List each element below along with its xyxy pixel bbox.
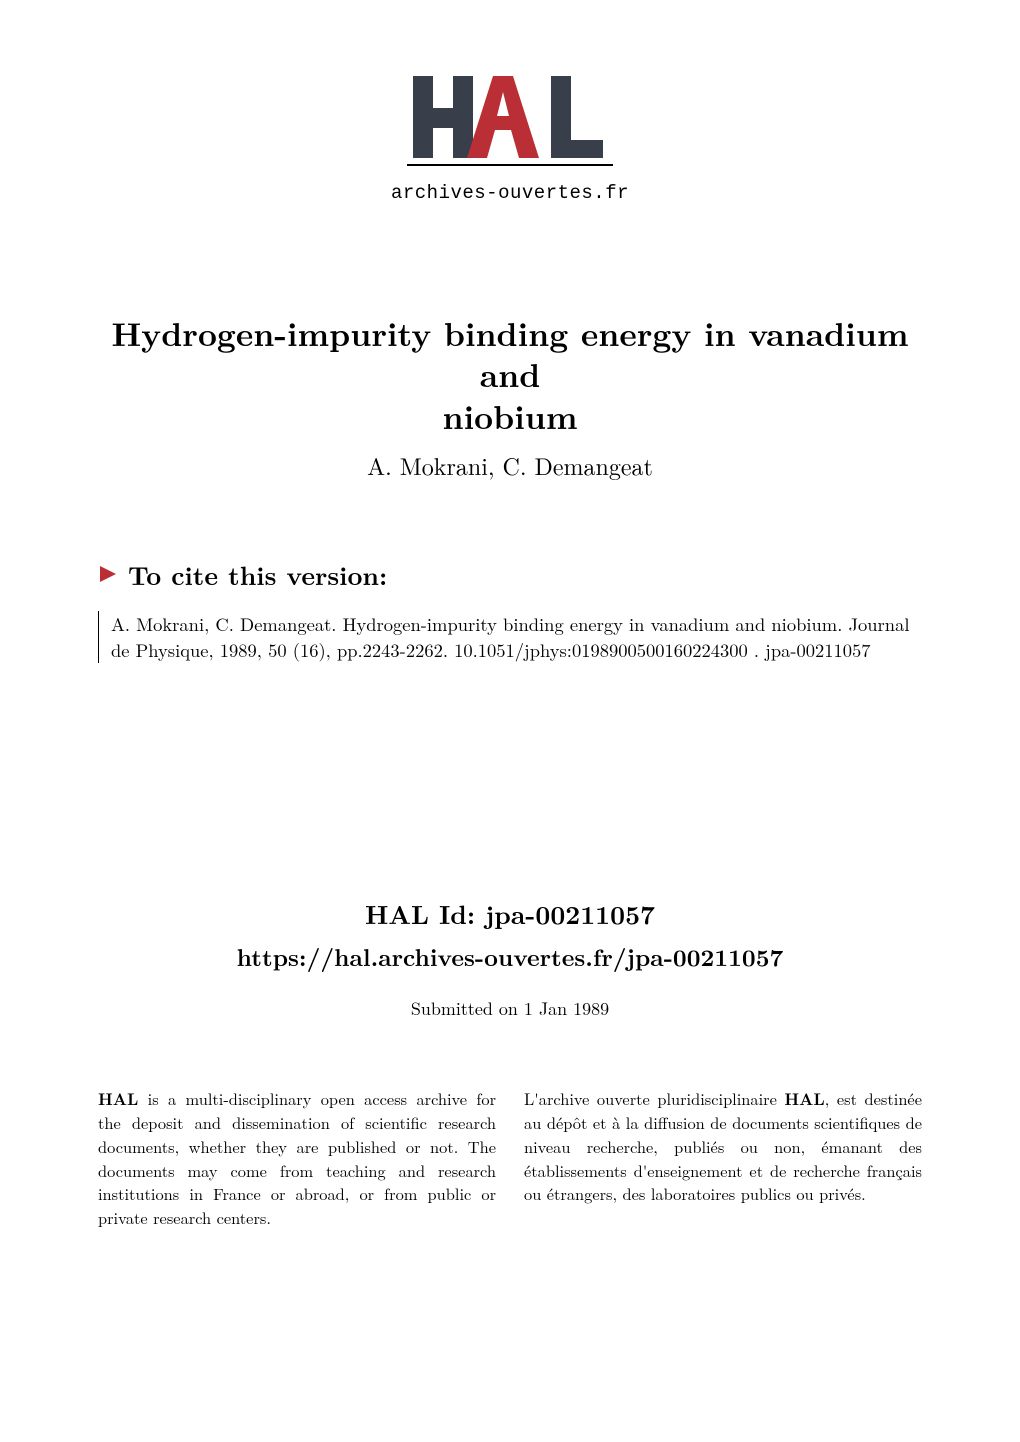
description-fr-bold: HAL [784,1086,824,1110]
hal-logo-subtext: archives-ouvertes.fr [98,182,922,204]
page-root: archives-ouvertes.fr Hydrogen-impurity b… [0,0,1020,1442]
hal-logo-l-icon [551,76,603,158]
hal-logo-svg [405,70,615,180]
citation-doi-link[interactable]: 10.1051/jphys:0198900500160224300 [454,637,748,663]
paper-title: Hydrogen-impurity binding energy in vana… [98,312,922,436]
citation-block: A. Mokrani, C. Demangeat. Hydrogen-impur… [98,611,922,664]
paper-title-line1: Hydrogen-impurity binding energy in vana… [111,309,908,397]
hal-url: https://hal.archives-ouvertes.fr/jpa-002… [98,940,922,974]
hal-logo: archives-ouvertes.fr [98,70,922,204]
description-en-bold: HAL [98,1086,138,1110]
description-en: HAL is a multi-disciplinary open access … [98,1087,496,1230]
paper-title-line2: niobium [443,392,578,439]
description-fr: L'archive ouverte pluridisciplinaire HAL… [524,1087,922,1230]
citation-line1: A. Mokrani, C. Demangeat. Hydrogen-impur… [111,611,909,637]
paper-authors: A. Mokrani, C. Demangeat [98,448,922,482]
description-columns: HAL is a multi-disciplinary open access … [98,1087,922,1230]
cite-heading-row: To cite this version: [98,556,922,593]
hal-id-label: HAL Id: jpa-00211057 [98,895,922,932]
cite-heading: To cite this version: [128,556,387,593]
description-en-text: is a multi-disciplinary open access arch… [98,1087,496,1229]
citation-line2-suffix: . [748,637,765,663]
submitted-date: Submitted on 1 Jan 1989 [98,996,922,1021]
hal-logo-a-icon [467,76,539,158]
citation-line2-prefix: de Physique, 1989, 50 (16), pp.2243-2262… [111,637,454,663]
description-fr-text: L'archive ouverte pluridisciplinaire HAL… [524,1087,922,1205]
hal-logo-h-icon [413,76,473,158]
triangle-bullet-icon [98,564,118,584]
citation-hal-id: jpa-00211057 [765,637,870,663]
hal-url-link[interactable]: https://hal.archives-ouvertes.fr/jpa-002… [237,940,784,974]
hal-logo-divider-icon [407,164,613,166]
